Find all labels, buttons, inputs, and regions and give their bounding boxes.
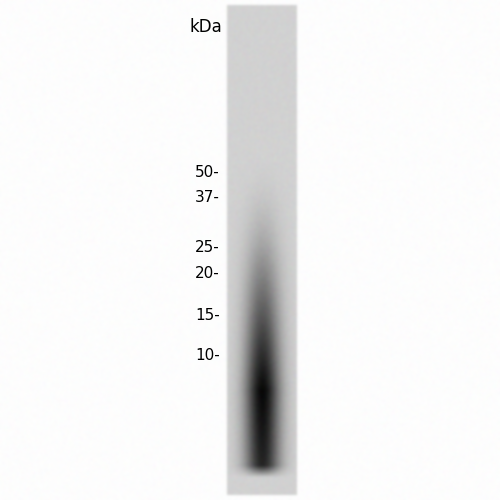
Text: kDa: kDa [190,18,222,36]
Text: 10-: 10- [195,348,220,362]
Text: 25-: 25- [195,240,220,255]
Text: 20-: 20- [195,266,220,281]
Text: 50-: 50- [195,165,220,180]
Text: 15-: 15- [195,308,220,322]
Text: 37-: 37- [195,190,220,205]
